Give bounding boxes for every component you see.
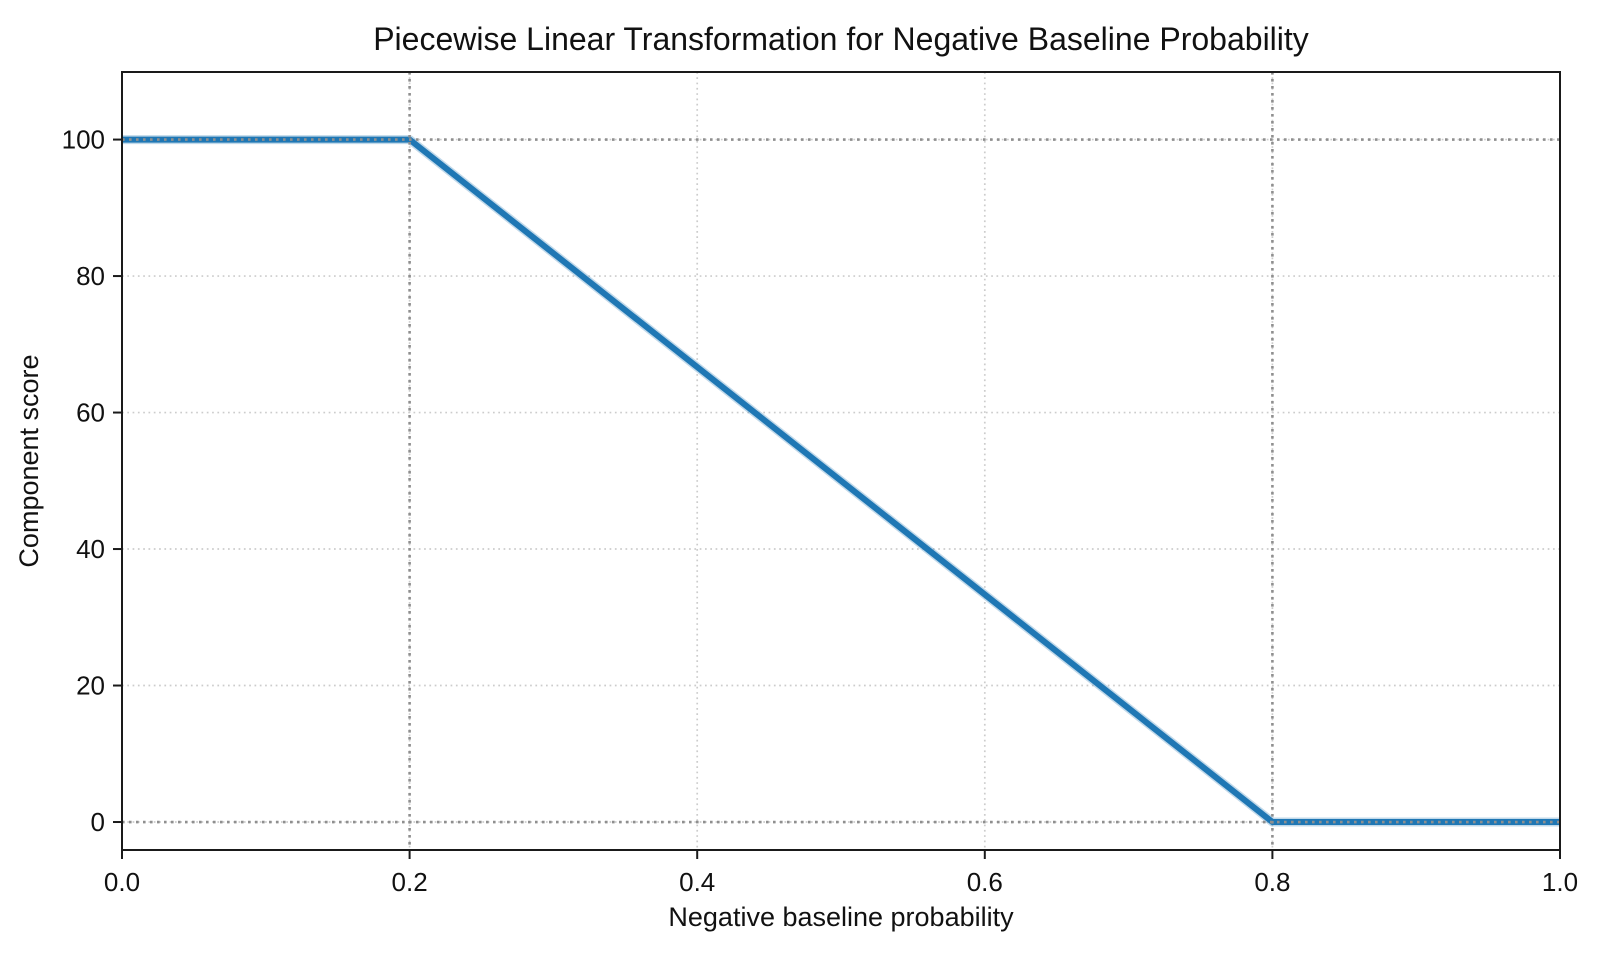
axes-spines — [121, 71, 1561, 851]
plot-area: 0.0 0.2 0.4 0.6 0.8 1.0 0 20 40 60 80 100 — [62, 71, 1578, 897]
y-tick-label: 20 — [76, 671, 105, 701]
x-tick-label: 0.4 — [679, 867, 715, 897]
y-tick-label: 80 — [76, 261, 105, 291]
series-line — [122, 136, 1560, 826]
x-tick-label: 0.8 — [1254, 867, 1290, 897]
y-tick-label: 100 — [62, 125, 105, 155]
x-tick-label: 0.0 — [104, 867, 140, 897]
x-tick-label: 0.2 — [392, 867, 428, 897]
y-axis-label: Component score — [14, 354, 44, 567]
x-axis-label: Negative baseline probability — [668, 902, 1014, 932]
x-tick-label: 1.0 — [1542, 867, 1578, 897]
y-tick-label: 60 — [76, 398, 105, 428]
y-tick-label: 40 — [76, 534, 105, 564]
x-tick-label: 0.6 — [967, 867, 1003, 897]
y-tick-label: 0 — [91, 807, 105, 837]
chart-title: Piecewise Linear Transformation for Nega… — [373, 21, 1309, 57]
